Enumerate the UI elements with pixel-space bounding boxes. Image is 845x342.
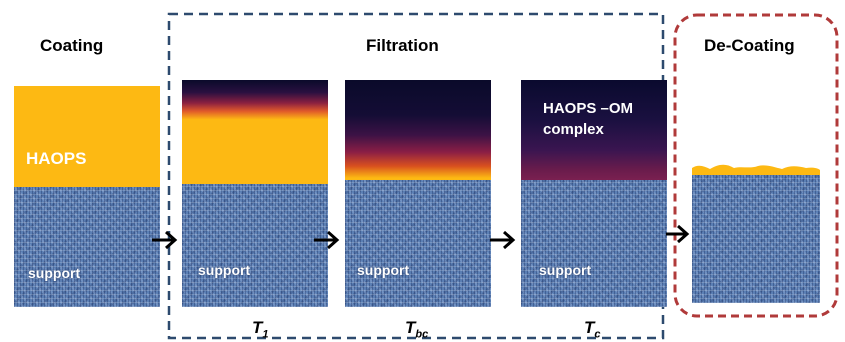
arrow-right-icon — [314, 230, 340, 250]
arrow-right-icon — [666, 224, 690, 244]
coating-title: Coating — [40, 36, 104, 55]
arrow-right-icon — [490, 230, 516, 250]
coating-support-label: support — [28, 265, 81, 281]
decoating-support-layer — [692, 175, 820, 303]
tc-support-label: support — [539, 262, 592, 278]
t1-haops-layer — [182, 80, 328, 184]
t1-support-label: support — [198, 262, 251, 278]
coating-haops-layer: HAOPS — [14, 86, 160, 187]
filtration-title: Filtration — [366, 36, 439, 55]
decoating-title: De-Coating — [704, 36, 795, 55]
coating-support-layer: support — [14, 187, 160, 307]
arrow-right-icon — [152, 230, 178, 250]
tc-support-layer: support — [521, 180, 667, 307]
tc-complex-layer: HAOPS –OM complex — [521, 80, 667, 180]
tbc-support-label: support — [357, 262, 410, 278]
decoating-region-box — [673, 13, 839, 318]
haops-om-complex-label: HAOPS –OM complex — [543, 100, 634, 138]
decoating-residue-layer — [692, 164, 820, 178]
haops-label: HAOPS — [26, 149, 87, 168]
t1-support-layer: support — [182, 184, 328, 307]
tbc-support-layer: support — [345, 180, 491, 307]
time-label-tbc: Tbc — [405, 318, 429, 341]
time-label-t1: T1 — [252, 318, 269, 341]
tbc-haops-layer — [345, 80, 491, 180]
time-label-tc: Tc — [584, 318, 601, 341]
